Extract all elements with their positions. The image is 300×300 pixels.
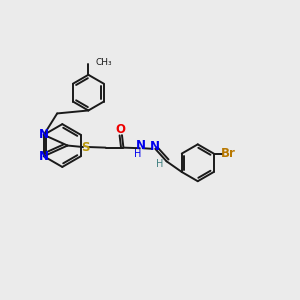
Text: N: N [150, 140, 160, 153]
Text: N: N [39, 128, 49, 141]
Text: O: O [116, 123, 125, 136]
Text: S: S [81, 140, 90, 154]
Text: H: H [156, 159, 164, 169]
Text: Br: Br [221, 147, 236, 160]
Text: H: H [134, 148, 141, 159]
Text: CH₃: CH₃ [96, 58, 112, 68]
Text: N: N [39, 150, 49, 163]
Text: N: N [135, 139, 146, 152]
